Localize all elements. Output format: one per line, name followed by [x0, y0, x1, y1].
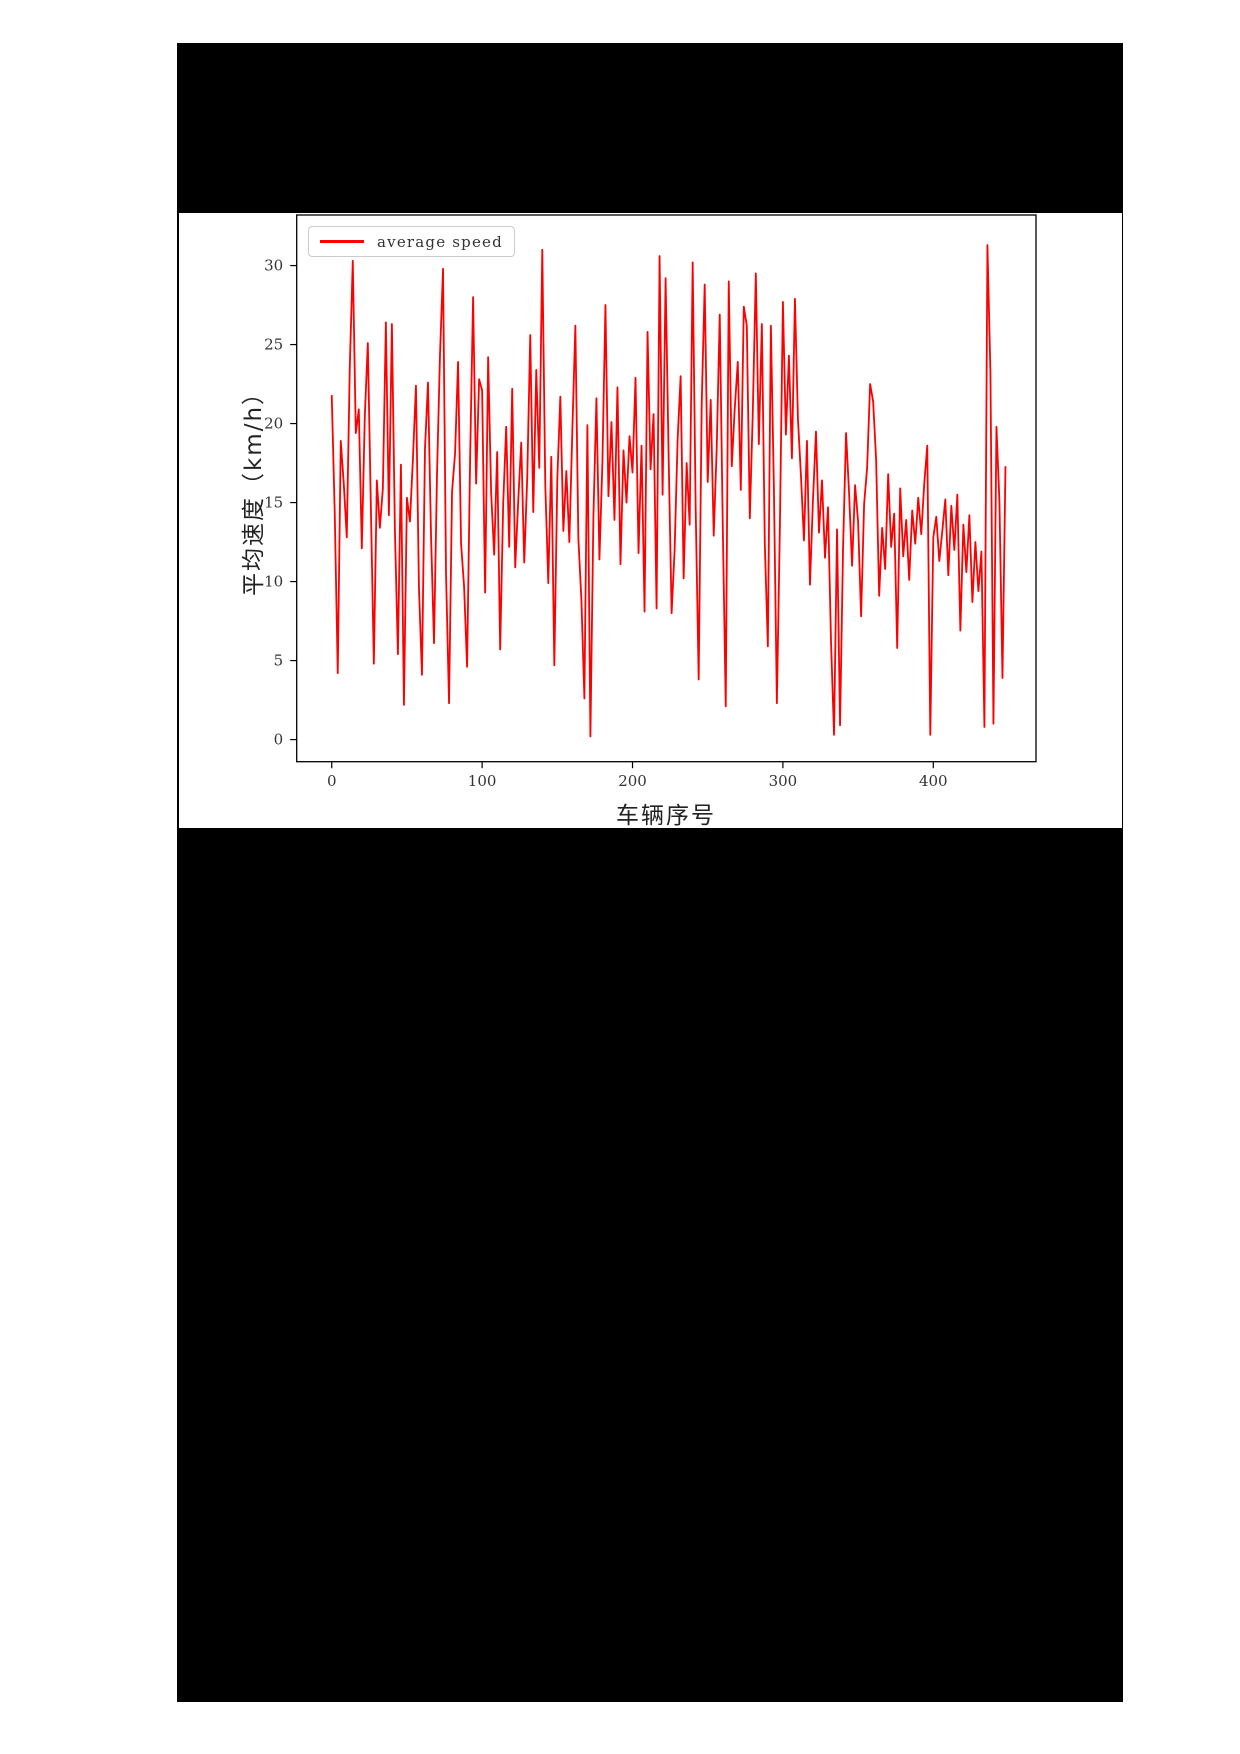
x-tick-label: 300: [769, 772, 798, 790]
plot-area: 0 100 200 300 400 0 5 10 15 20 25 30: [264, 214, 1037, 790]
x-tick-label: 100: [468, 772, 497, 790]
y-tick-label: 30: [264, 257, 283, 275]
x-tick-label: 400: [919, 772, 948, 790]
y-tick-label: 15: [264, 494, 283, 512]
figure-image: 0 100 200 300 400 0 5 10 15 20 25 30 average speed …: [177, 43, 1123, 1702]
y-tick-label: 25: [264, 336, 283, 354]
legend-line-swatch: [320, 239, 364, 244]
data-line: [330, 244, 1007, 738]
x-tick-label: 200: [618, 772, 647, 790]
legend: average speed: [308, 226, 515, 257]
legend-label: average speed: [377, 232, 503, 251]
x-tick-label: 0: [327, 772, 337, 790]
y-axis-label: 平均速度（km/h）: [241, 379, 267, 597]
chart-image: 0 100 200 300 400 0 5 10 15 20 25 30 average speed …: [179, 213, 1122, 828]
y-tick-label: 5: [274, 652, 284, 670]
y-tick-label: 10: [264, 573, 283, 591]
axes-frame: [296, 214, 1037, 763]
x-axis-label: 车辆序号: [616, 803, 716, 828]
y-tick-label: 0: [274, 731, 284, 749]
y-tick-label: 20: [264, 415, 283, 433]
